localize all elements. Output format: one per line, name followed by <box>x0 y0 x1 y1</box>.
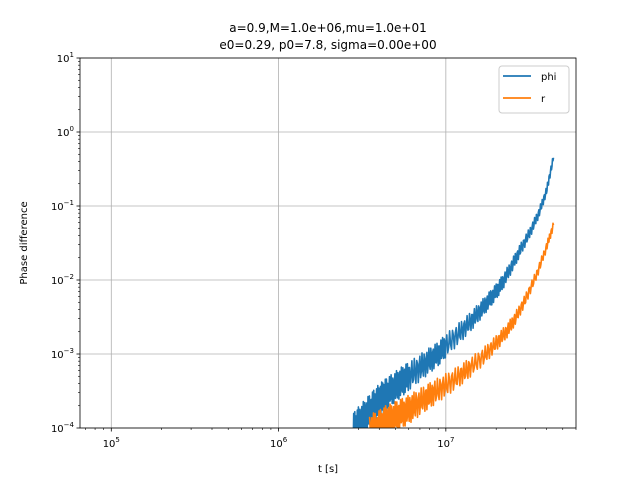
series-line-r <box>368 222 555 428</box>
chart-title-line-2: e0=0.29, p0=7.8, sigma=0.00e+00 <box>219 38 436 52</box>
chart-title-line-1: a=0.9,M=1.0e+06,mu=1.0e+01 <box>229 21 426 35</box>
y-tick-label-2: 10−2 <box>51 273 74 287</box>
axes-frame <box>79 57 577 429</box>
plot-series <box>352 157 555 428</box>
y-tick-label-3: 10−1 <box>51 199 74 213</box>
series-line-phi <box>352 157 555 428</box>
x-axis-label: t [s] <box>318 464 338 475</box>
legend-label-r: r <box>541 94 546 105</box>
y-axis-label: Phase difference <box>19 201 30 284</box>
y-tick-label-4: 100 <box>57 125 74 139</box>
legend: phi r <box>498 65 570 114</box>
y-tick-label-1: 10−3 <box>51 347 74 361</box>
axes-border <box>79 57 577 429</box>
legend-box <box>498 65 570 114</box>
y-tick-label-5: 101 <box>57 51 74 65</box>
axis-ticks: 105 106 107 10−4 10−3 10−2 10−1 100 101 <box>51 51 577 450</box>
x-tick-label-2: 107 <box>437 436 454 450</box>
x-tick-label-1: 106 <box>270 436 288 450</box>
x-tick-label-0: 105 <box>103 436 120 450</box>
legend-label-phi: phi <box>541 72 556 83</box>
y-tick-label-0: 10−4 <box>51 421 75 435</box>
